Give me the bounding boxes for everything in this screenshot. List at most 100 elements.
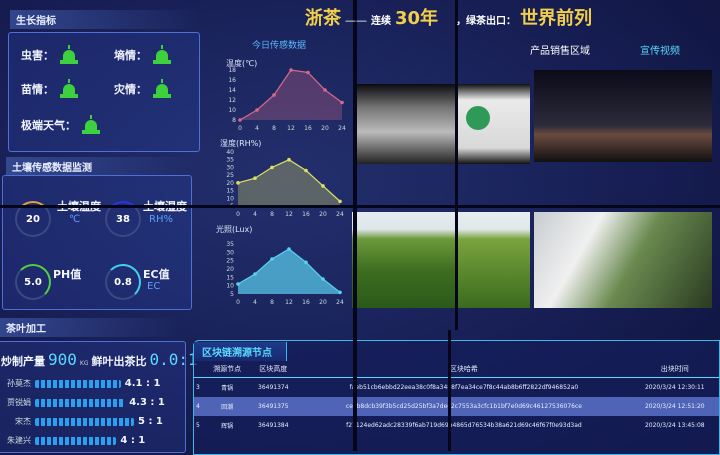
- header-rank: 世界前列: [520, 8, 593, 29]
- worker-ratio-bar: [35, 436, 117, 445]
- video-frame[interactable]: [355, 84, 455, 164]
- worker-name: 孙莫杰: [7, 379, 31, 388]
- x-tick-label: 0: [236, 211, 240, 218]
- data-point: [287, 157, 291, 162]
- soil-title: 土壤传感数据监测: [6, 157, 196, 176]
- data-point: [306, 70, 310, 75]
- table-cell: 回潮: [204, 397, 250, 416]
- column-header: 出块时间: [630, 361, 719, 378]
- x-tick-label: 0: [238, 125, 242, 132]
- table-row[interactable]: 3 青锅 36491374 faeb51cb6ebbd22eea38c0f8a3488…: [194, 378, 719, 398]
- x-tick-label: 8: [270, 299, 274, 306]
- table-row[interactable]: 4 回潮 36491375 ceeb8dcb39f3b5cd25d25bf3a7dee…: [194, 397, 719, 416]
- table-cell: 3: [196, 384, 200, 391]
- ratio-label: 鲜叶出茶比: [91, 355, 147, 368]
- header-years: 30年: [395, 8, 439, 29]
- data-point: [340, 100, 344, 105]
- alarm-light-icon: [58, 45, 80, 65]
- y-tick-label: 8: [232, 117, 236, 124]
- video-tab[interactable]: 宣传视频: [640, 46, 680, 57]
- worker-row: 朱建兴 4 : 1: [1, 431, 187, 450]
- table-cell: 4: [194, 397, 205, 416]
- logo-icon: [466, 106, 490, 130]
- x-tick-label: 24: [338, 125, 346, 132]
- soil-humidity-gauge: 38: [105, 201, 141, 237]
- table-cell: 青锅: [221, 385, 234, 392]
- y-tick-label: 14: [228, 87, 236, 94]
- series-area: [238, 159, 340, 206]
- x-tick-label: 8: [270, 211, 274, 218]
- y-tick-label: 5: [230, 291, 234, 298]
- growth-item-label: 苗情：: [21, 83, 54, 96]
- ph-gauge: 5.0: [15, 264, 51, 300]
- blockchain-table: 溯源节点 区块高度 区块哈希 出块时间 3 青锅 36491374 faeb51cb6ebb…: [194, 361, 719, 435]
- x-tick-label: 4: [253, 211, 257, 218]
- data-point: [287, 247, 291, 251]
- table-cell: 2020/3/24 13:45:08: [644, 422, 705, 429]
- y-tick-label: 35: [226, 241, 234, 248]
- data-point: [338, 290, 342, 295]
- alarm-light-icon: [151, 79, 173, 99]
- column-header: 区块高度: [249, 361, 298, 378]
- sensor-title: 今日传感数据: [252, 41, 307, 51]
- data-point: [270, 165, 274, 170]
- x-tick-label: 16: [302, 299, 310, 306]
- output-value: 900: [48, 350, 77, 369]
- video-frame-logo[interactable]: [458, 84, 530, 164]
- data-point: [304, 168, 308, 173]
- header: 浙茶 —— 连续 30年 ，绿茶出口： 世界前列: [305, 4, 592, 30]
- bezel: [448, 330, 451, 451]
- soil-temp-unit: ℃: [69, 214, 81, 225]
- soil-panel: 20 土壤温度 ℃ 38 土壤湿度 RH% 5.0 PH值 0.8 EC值 EC: [2, 175, 192, 310]
- growth-title: 生长指标: [10, 10, 200, 29]
- table-cell: 辉锅: [221, 423, 234, 430]
- temp-chart: 8 10 12 14 16 18 0 4 8 12 16 20 24: [228, 67, 346, 132]
- worker-row: 孙莫杰 4.1 : 1: [1, 374, 187, 393]
- x-tick-label: 4: [255, 125, 259, 132]
- x-tick-label: 16: [304, 125, 312, 132]
- y-tick-label: 30: [226, 164, 234, 171]
- x-tick-label: 24: [336, 211, 344, 218]
- worker-name: 宋杰: [15, 417, 31, 426]
- table-row[interactable]: 5 辉锅 36491384 f27124ed62adc28339f6ab719d69b…: [194, 416, 719, 435]
- header-subtitle: 连续: [371, 16, 391, 27]
- video-frame-machine[interactable]: [534, 70, 712, 162]
- blockchain-title: 区块链溯源节点: [194, 342, 287, 361]
- data-point: [236, 282, 240, 286]
- data-point: [321, 184, 325, 188]
- tea-processing-image[interactable]: [534, 212, 712, 308]
- bezel: [455, 0, 458, 330]
- growth-item-label: 极端天气：: [21, 119, 76, 132]
- data-point: [272, 93, 276, 97]
- growth-item-label: 虫害：: [21, 49, 54, 62]
- table-cell: 36491375: [249, 397, 298, 416]
- table-cell: f27124ed62adc28339f6ab719d69b4865d76534b…: [346, 422, 582, 429]
- ratio-value: 0.0:1: [149, 350, 198, 369]
- worker-ratio: 4.1 : 1: [124, 378, 161, 389]
- y-tick-label: 25: [226, 172, 234, 179]
- y-tick-label: 30: [226, 249, 234, 256]
- processing-title: 茶叶加工: [0, 318, 180, 337]
- x-tick-label: 12: [285, 211, 293, 218]
- header-brand: 浙茶: [305, 8, 341, 29]
- alarm-light-icon: [151, 45, 173, 65]
- x-tick-label: 20: [321, 125, 329, 132]
- worker-ratio: 4.3 : 1: [129, 397, 165, 408]
- alarm-light-icon: [58, 79, 80, 99]
- header-dash: ——: [345, 14, 367, 27]
- data-point: [253, 272, 257, 276]
- worker-row: 贾锐娟 4.3 : 1: [1, 393, 187, 412]
- worker-row: 宋杰 5 : 1: [1, 412, 187, 431]
- growth-item: 苗情：: [21, 79, 80, 99]
- output-unit: KG: [79, 360, 89, 367]
- tea-field-image-2[interactable]: [458, 212, 530, 308]
- ec-unit: EC: [147, 281, 161, 292]
- x-tick-label: 4: [253, 299, 257, 306]
- data-point: [304, 260, 308, 265]
- data-point: [238, 118, 242, 122]
- x-tick-label: 8: [272, 125, 276, 132]
- temp-chart-title: 温度(℃): [226, 59, 258, 68]
- data-point: [323, 88, 327, 92]
- data-point: [253, 176, 257, 181]
- tea-field-image[interactable]: [352, 212, 456, 308]
